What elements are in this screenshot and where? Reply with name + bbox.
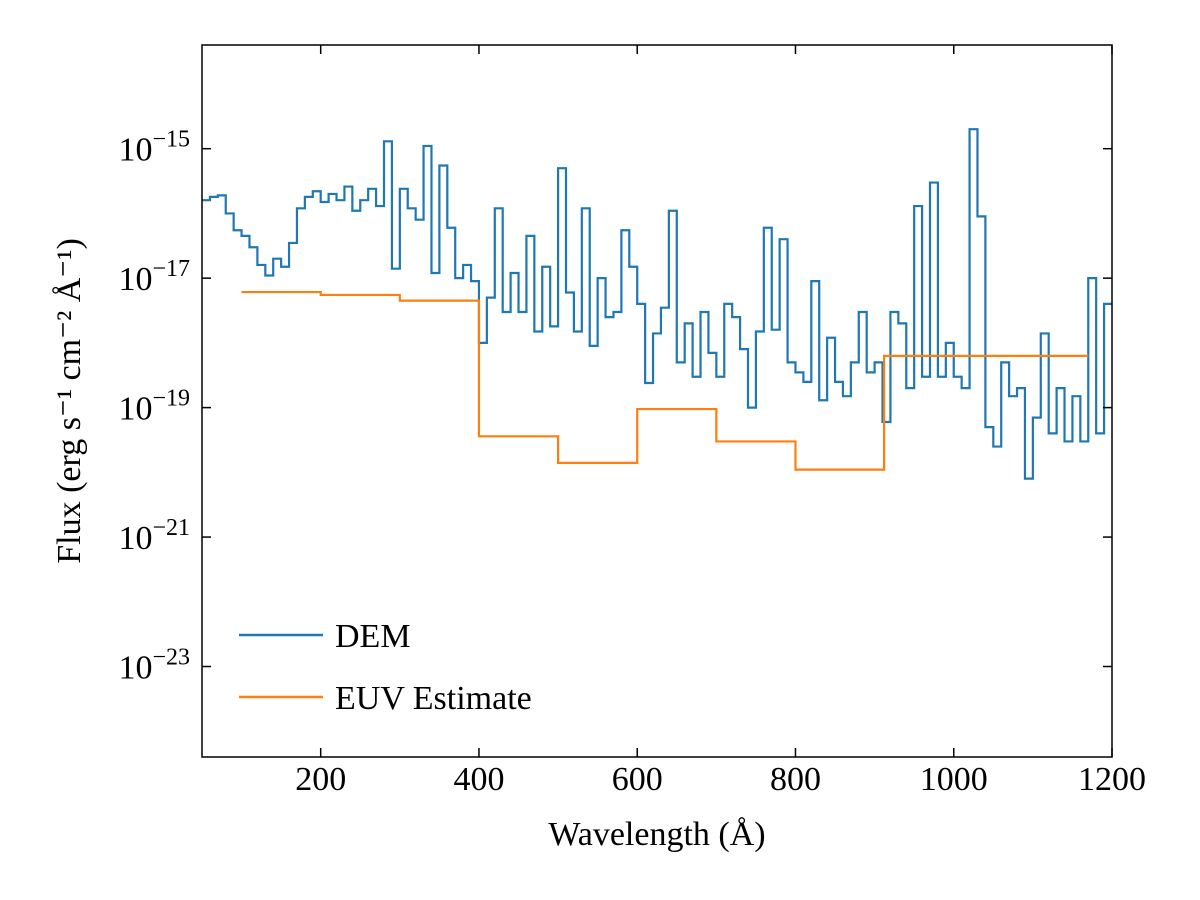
x-tick-label: 400 — [453, 761, 504, 798]
x-tick-label: 1000 — [920, 761, 988, 798]
y-tick-label: 10−21 — [118, 515, 190, 557]
x-tick-label: 1200 — [1078, 761, 1146, 798]
legend-label: EUV Estimate — [335, 680, 532, 717]
y-tick-label: 10−17 — [118, 256, 190, 298]
y-tick-label: 10−19 — [118, 386, 190, 428]
x-axis-label: Wavelength (Å) — [548, 816, 765, 853]
y-axis-label: Flux (erg s⁻¹ cm⁻² Å⁻¹) — [51, 238, 88, 564]
step-line — [202, 128, 1112, 480]
y-tick-label: 10−15 — [118, 127, 190, 169]
x-tick-label: 200 — [295, 761, 346, 798]
legend-label: DEM — [335, 618, 411, 655]
x-tick-label: 600 — [612, 761, 663, 798]
step-line — [241, 290, 1089, 471]
y-tick-label: 10−23 — [118, 645, 190, 687]
x-tick-label: 800 — [770, 761, 821, 798]
plot-frame — [201, 44, 1113, 758]
